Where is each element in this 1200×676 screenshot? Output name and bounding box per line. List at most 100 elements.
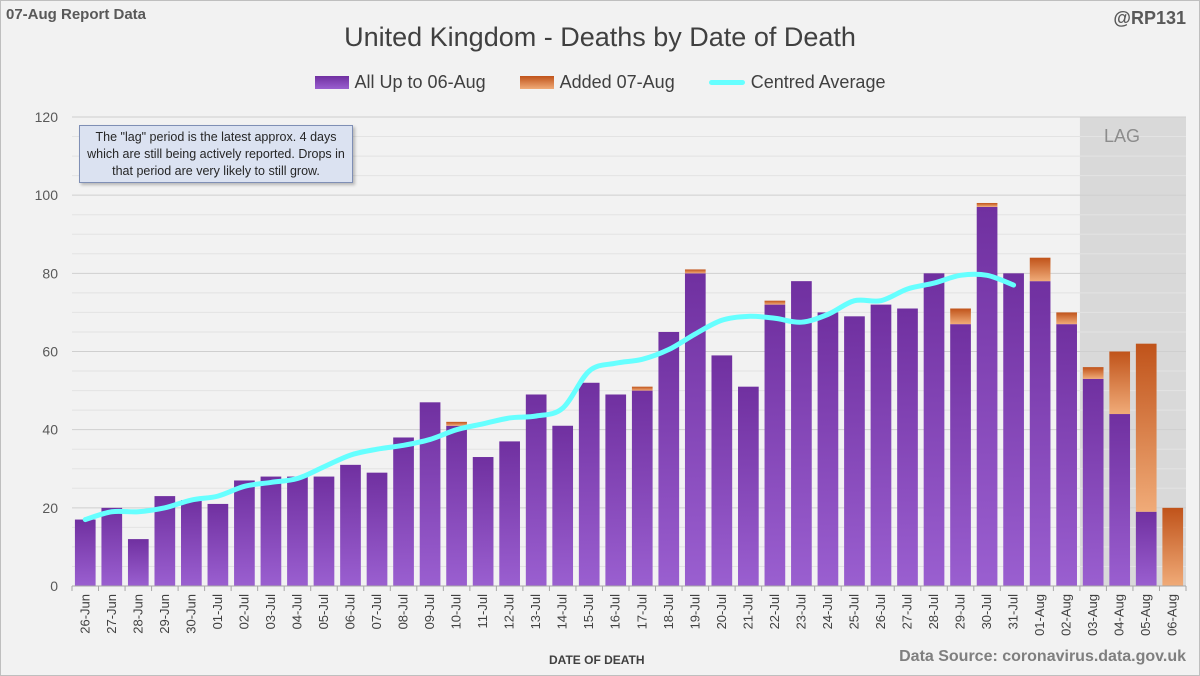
bar-base <box>366 472 388 586</box>
x-tick-label: 21-Jul <box>740 594 755 630</box>
gridlines <box>72 116 1186 587</box>
bar-base <box>472 457 494 586</box>
x-tick-label: 24-Jul <box>820 594 835 630</box>
y-tick-label: 80 <box>42 265 58 281</box>
bar-base <box>525 394 547 586</box>
x-tick-label: 20-Jul <box>714 594 729 630</box>
lag-note: The "lag" period is the latest approx. 4… <box>79 125 353 183</box>
bar-base <box>552 425 574 586</box>
x-tick-label: 30-Jun <box>183 594 198 634</box>
bar-base <box>340 464 361 586</box>
x-tick-label: 27-Jun <box>104 594 119 634</box>
x-tick-label: 30-Jul <box>979 594 994 630</box>
x-tick-label: 26-Jul <box>873 594 888 630</box>
bar-added <box>950 308 971 325</box>
bar-base <box>817 312 839 586</box>
x-tick-label: 16-Jul <box>608 594 623 630</box>
bar-base <box>499 441 520 586</box>
bar-base <box>287 476 308 586</box>
bar-base <box>313 476 335 586</box>
x-tick-label: 01-Aug <box>1032 594 1047 636</box>
y-tick-label: 100 <box>35 187 59 203</box>
bar-added <box>446 421 467 426</box>
legend-label-added: Added 07-Aug <box>559 72 675 92</box>
x-tick-label: 06-Aug <box>1165 594 1180 636</box>
x-tick-label: 13-Jul <box>528 594 543 630</box>
x-tick-label: 03-Jul <box>263 594 278 630</box>
x-tick-label: 23-Jul <box>793 594 808 630</box>
bar-base <box>393 437 414 586</box>
bar-base <box>684 273 706 586</box>
bar-base <box>207 503 229 586</box>
x-tick-label: 28-Jul <box>926 594 941 630</box>
centred-average-line <box>82 271 1017 523</box>
bar-base <box>1056 324 1077 586</box>
x-tick-label: 28-Jun <box>130 594 145 634</box>
bar-added <box>1109 351 1131 415</box>
x-tick-label: 31-Jul <box>1006 594 1021 630</box>
bar-base <box>631 390 653 586</box>
x-tick-label: 15-Jul <box>581 594 596 630</box>
bar-added <box>1162 507 1184 586</box>
bar-base <box>101 507 123 586</box>
x-tick-label: 14-Jul <box>555 594 570 630</box>
y-tick-label: 40 <box>42 422 58 438</box>
legend-item-base: All Up to 06-Aug <box>314 72 486 93</box>
bar-base <box>870 304 892 586</box>
bar-base <box>234 480 255 586</box>
legend-swatch-base <box>314 76 349 89</box>
bar-base <box>976 206 998 586</box>
x-axis-title: DATE OF DEATH <box>549 653 645 667</box>
bar-base <box>791 281 812 586</box>
chart-title: United Kingdom - Deaths by Date of Death <box>344 22 856 52</box>
legend-swatch-added <box>519 76 554 89</box>
bar-base <box>1003 273 1024 586</box>
x-tick-label: 26-Jun <box>77 594 92 634</box>
x-tick-label: 12-Jul <box>502 594 517 630</box>
bar-base <box>419 402 441 586</box>
x-tick-label: 03-Aug <box>1085 594 1100 636</box>
bar-added <box>1029 257 1051 282</box>
y-tick-label: 20 <box>42 500 58 516</box>
x-tick-label: 17-Jul <box>634 594 649 630</box>
bar-base <box>844 316 865 586</box>
legend-item-average: Centred Average <box>708 72 886 93</box>
x-tick-label: 19-Jul <box>687 594 702 630</box>
report-label: 07-Aug Report Data <box>6 6 147 23</box>
bar-base <box>1082 378 1104 586</box>
x-tick-label: 18-Jul <box>661 594 676 630</box>
bar-base <box>897 308 918 586</box>
legend: All Up to 06-Aug Added 07-Aug Centred Av… <box>0 72 1200 93</box>
y-axis-ticks: 0 20 40 60 80 100 120 <box>35 109 59 594</box>
bar-base <box>764 304 786 586</box>
x-tick-label: 05-Jul <box>316 594 331 630</box>
x-axis-ticks: 26-Jun 27-Jun 28-Jun 29-Jun 30-Jun 01-Jul 02-J… <box>71 586 1187 636</box>
x-tick-label: 04-Aug <box>1112 594 1127 636</box>
y-tick-label: 120 <box>35 109 59 125</box>
author-handle: @RP131 <box>1113 8 1186 28</box>
x-tick-label: 22-Jul <box>767 594 782 630</box>
bar-added <box>1056 312 1077 325</box>
bar-base <box>738 386 759 586</box>
x-tick-label: 02-Jul <box>236 594 251 630</box>
bar-base <box>260 476 282 586</box>
legend-label-average: Centred Average <box>750 72 886 92</box>
bar-base <box>605 394 627 586</box>
x-tick-label: 06-Jul <box>343 594 358 630</box>
y-tick-label: 0 <box>50 578 58 594</box>
x-tick-label: 29-Jun <box>157 594 172 634</box>
bar-added <box>684 269 706 274</box>
x-tick-label: 05-Aug <box>1138 594 1153 636</box>
bar-base <box>446 425 467 586</box>
bar-base <box>711 355 733 586</box>
bars <box>74 202 1184 586</box>
bar-base <box>658 331 680 586</box>
bar-added <box>764 300 786 305</box>
x-tick-label: 10-Jul <box>449 594 464 630</box>
x-tick-label: 08-Jul <box>396 594 411 630</box>
bar-added <box>1135 343 1157 512</box>
x-tick-label: 25-Jul <box>846 594 861 630</box>
x-tick-label: 27-Jul <box>900 594 915 630</box>
legend-swatch-average <box>708 80 745 85</box>
